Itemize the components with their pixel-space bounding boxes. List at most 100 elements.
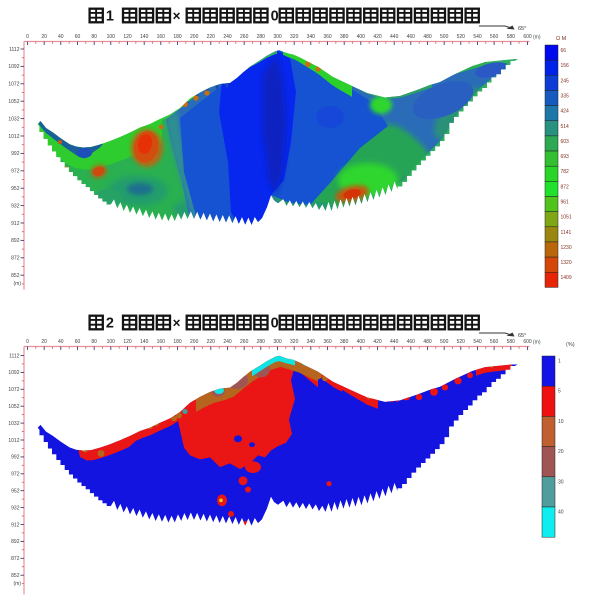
svg-text:320: 320 (290, 339, 299, 345)
svg-text:1012: 1012 (8, 134, 19, 140)
svg-text:1072: 1072 (8, 82, 19, 88)
svg-text:65°: 65° (518, 333, 526, 339)
svg-text:320: 320 (290, 34, 299, 40)
svg-text:(m): (m) (533, 35, 541, 41)
svg-text:500: 500 (440, 339, 449, 345)
svg-text:600: 600 (523, 339, 532, 345)
svg-text:80: 80 (91, 34, 97, 40)
svg-text:892: 892 (11, 238, 20, 244)
svg-text:(m): (m) (14, 581, 22, 587)
svg-text:220: 220 (207, 339, 216, 345)
svg-text:912: 912 (11, 221, 20, 227)
svg-text:360: 360 (323, 339, 332, 345)
svg-text:520: 520 (457, 34, 466, 40)
svg-text:872: 872 (561, 184, 570, 190)
svg-text:245: 245 (561, 78, 570, 84)
svg-text:66: 66 (561, 48, 567, 54)
svg-text:400: 400 (357, 34, 366, 40)
svg-text:40: 40 (58, 339, 64, 345)
svg-text:120: 120 (123, 339, 132, 345)
svg-text:872: 872 (11, 256, 20, 262)
svg-text:1112: 1112 (9, 47, 20, 53)
svg-text:540: 540 (473, 34, 482, 40)
svg-text:600: 600 (523, 34, 532, 40)
svg-text:0: 0 (26, 34, 29, 40)
svg-text:(m): (m) (14, 281, 22, 287)
svg-text:480: 480 (423, 339, 432, 345)
svg-text:180: 180 (173, 339, 182, 345)
svg-text:240: 240 (223, 34, 232, 40)
svg-text:460: 460 (407, 34, 416, 40)
svg-text:872: 872 (11, 556, 20, 562)
svg-text:1032: 1032 (8, 116, 19, 122)
svg-text:912: 912 (11, 522, 20, 528)
svg-text:10: 10 (558, 419, 564, 425)
svg-text:100: 100 (107, 34, 116, 40)
svg-text:603: 603 (561, 139, 570, 145)
svg-text:40: 40 (58, 34, 64, 40)
svg-text:240: 240 (223, 339, 232, 345)
svg-text:30: 30 (558, 479, 564, 485)
svg-text:200: 200 (190, 34, 199, 40)
svg-text:260: 260 (240, 34, 249, 40)
svg-text:852: 852 (11, 273, 20, 279)
svg-text:156: 156 (561, 63, 570, 69)
svg-text:1052: 1052 (8, 99, 19, 105)
svg-text:140: 140 (140, 34, 149, 40)
svg-text:360: 360 (323, 34, 332, 40)
svg-text:540: 540 (473, 339, 482, 345)
svg-text:514: 514 (561, 124, 570, 130)
svg-text:972: 972 (11, 169, 20, 175)
svg-text:20: 20 (558, 449, 564, 455)
svg-text:1052: 1052 (8, 404, 19, 410)
svg-text:972: 972 (11, 472, 20, 478)
svg-text:×: × (173, 8, 181, 23)
svg-text:440: 440 (390, 34, 399, 40)
svg-text:1072: 1072 (8, 387, 19, 393)
svg-text:580: 580 (507, 34, 516, 40)
svg-text:1092: 1092 (8, 370, 19, 376)
svg-text:952: 952 (11, 489, 20, 495)
svg-text:1320: 1320 (561, 260, 572, 266)
svg-text:560: 560 (490, 339, 499, 345)
svg-text:480: 480 (423, 34, 432, 40)
svg-text:952: 952 (11, 186, 20, 192)
svg-text:1409: 1409 (561, 275, 572, 281)
svg-text:852: 852 (11, 573, 20, 579)
svg-text:0: 0 (271, 9, 279, 25)
svg-text:693: 693 (561, 154, 570, 160)
svg-text:500: 500 (440, 34, 449, 40)
svg-text:424: 424 (561, 109, 570, 115)
svg-text:580: 580 (507, 339, 516, 345)
svg-text:520: 520 (457, 339, 466, 345)
svg-text:80: 80 (91, 339, 97, 345)
svg-text:1: 1 (558, 359, 561, 365)
svg-text:140: 140 (140, 339, 149, 345)
svg-text:300: 300 (273, 34, 282, 40)
svg-text:5: 5 (558, 389, 561, 395)
svg-text:340: 340 (307, 339, 316, 345)
svg-text:400: 400 (357, 339, 366, 345)
svg-text:100: 100 (107, 339, 116, 345)
svg-text:932: 932 (11, 203, 20, 209)
svg-text:420: 420 (373, 339, 382, 345)
svg-text:1112: 1112 (9, 353, 20, 359)
svg-text:160: 160 (157, 339, 166, 345)
svg-text:932: 932 (11, 505, 20, 511)
svg-text:280: 280 (257, 339, 266, 345)
svg-text:380: 380 (340, 339, 349, 345)
svg-text:260: 260 (240, 339, 249, 345)
svg-text:335: 335 (561, 94, 570, 100)
svg-text:20: 20 (41, 34, 47, 40)
svg-text:Ω M: Ω M (556, 36, 567, 42)
svg-text:420: 420 (373, 34, 382, 40)
svg-text:20: 20 (41, 339, 47, 345)
svg-text:60: 60 (75, 34, 81, 40)
svg-text:120: 120 (123, 34, 132, 40)
svg-text:×: × (173, 315, 181, 330)
svg-text:180: 180 (173, 34, 182, 40)
svg-text:300: 300 (273, 339, 282, 345)
svg-text:560: 560 (490, 34, 499, 40)
svg-text:992: 992 (11, 151, 20, 157)
svg-text:1141: 1141 (561, 230, 572, 236)
